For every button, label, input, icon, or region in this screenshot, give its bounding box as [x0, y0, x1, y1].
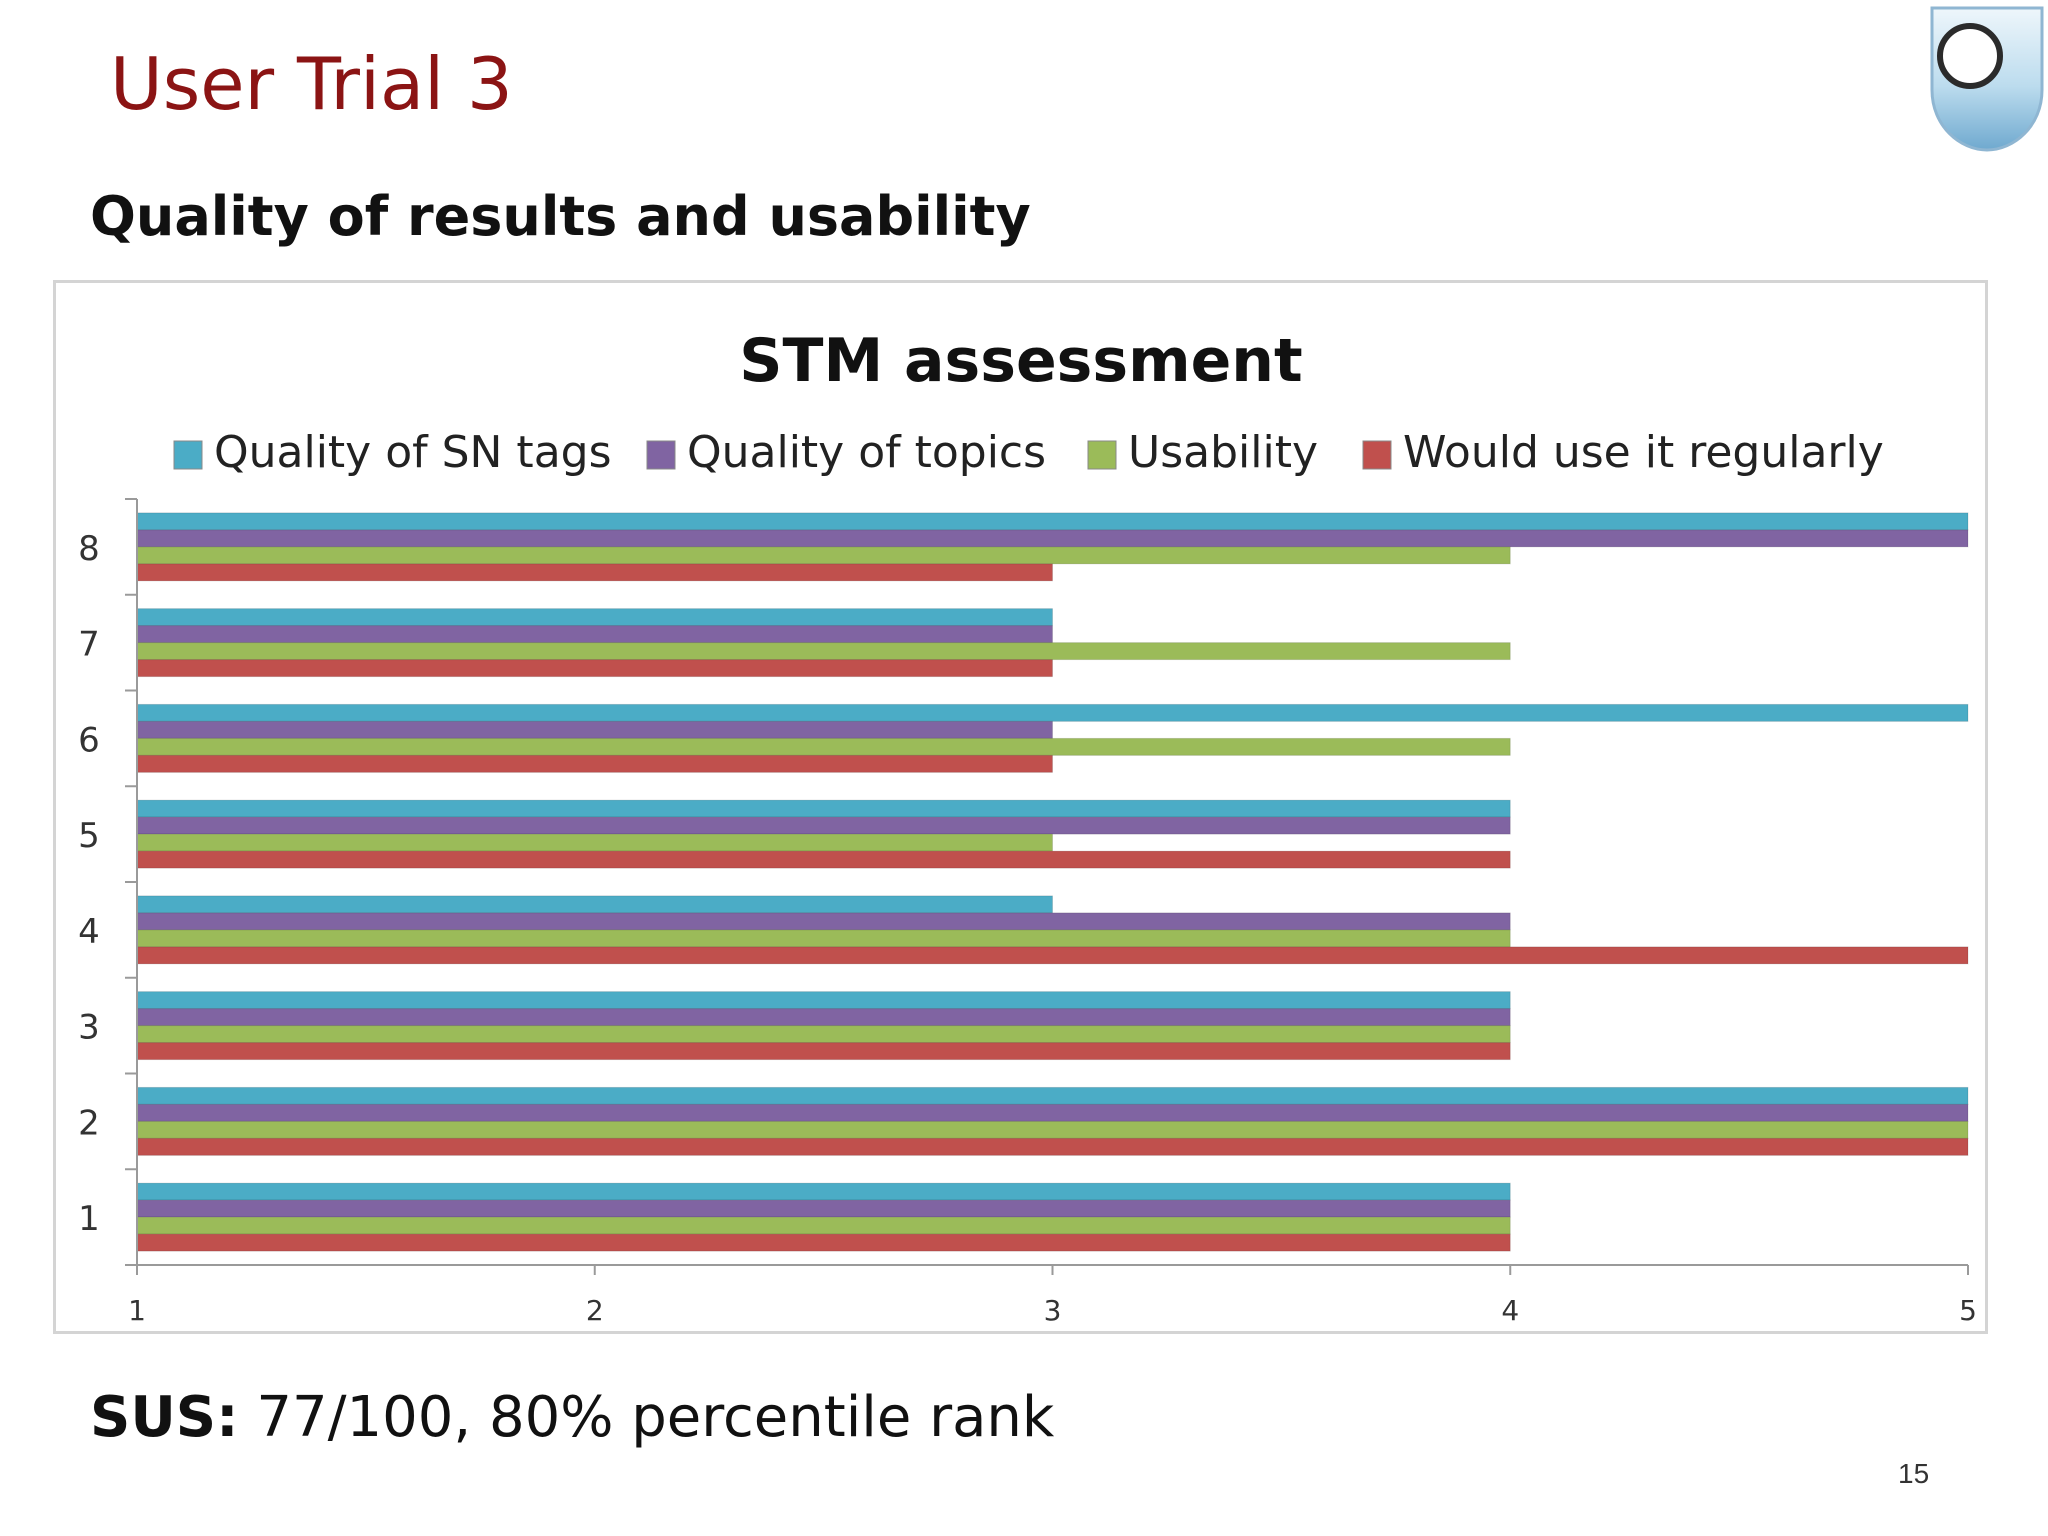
legend-swatch-1: [173, 440, 203, 470]
y-tick-label-7: 7: [78, 625, 100, 665]
bar-2-series-4: [136, 1137, 1969, 1156]
bar-6-series-1: [136, 703, 1969, 722]
bar-3-series-2: [136, 1008, 1511, 1027]
bar-5-series-2: [136, 816, 1511, 835]
bar-2-series-1: [136, 1086, 1969, 1105]
logo-shield-icon: [1930, 6, 2044, 152]
bar-6-series-3: [136, 737, 1511, 756]
x-tick-label-5: 5: [1959, 1294, 1977, 1327]
legend-swatch-2: [646, 440, 676, 470]
x-tick-label-3: 3: [1044, 1294, 1062, 1327]
legend-label-2: Quality of topics: [687, 427, 1046, 478]
slide-subtitle: Quality of results and usability: [90, 185, 1031, 248]
x-tick-label-2: 2: [586, 1294, 604, 1327]
bar-7-series-3: [136, 642, 1511, 661]
bar-7-series-2: [136, 625, 1053, 644]
y-tick-label-8: 8: [78, 529, 100, 569]
sus-score: SUS: 77/100, 80% percentile rank: [90, 1385, 1054, 1450]
bar-3-series-4: [136, 1042, 1511, 1061]
y-tick-label-4: 4: [78, 912, 100, 952]
bar-3-series-3: [136, 1025, 1511, 1044]
bar-4-series-1: [136, 895, 1053, 914]
bar-2-series-2: [136, 1103, 1969, 1122]
bar-5-series-3: [136, 833, 1053, 852]
bar-8-series-1: [136, 512, 1969, 531]
x-tick-label-4: 4: [1501, 1294, 1519, 1327]
bar-6-series-4: [136, 754, 1053, 773]
bar-2-series-3: [136, 1120, 1969, 1139]
bar-7-series-1: [136, 608, 1053, 627]
bar-1-series-3: [136, 1216, 1511, 1235]
bar-4-series-4: [136, 946, 1969, 965]
bar-4-series-3: [136, 929, 1511, 948]
bar-8-series-3: [136, 546, 1511, 565]
legend-swatch-4: [1362, 440, 1392, 470]
sus-label: SUS:: [90, 1385, 239, 1450]
bar-1-series-4: [136, 1233, 1511, 1252]
bar-7-series-4: [136, 659, 1053, 678]
bar-3-series-1: [136, 991, 1511, 1010]
y-tick-label-1: 1: [78, 1199, 100, 1239]
y-tick-label-5: 5: [78, 816, 100, 856]
legend-swatch-3: [1087, 440, 1117, 470]
legend-label-3: Usability: [1128, 427, 1318, 478]
chart-frame: STM assessment Quality of SN tags Quality …: [53, 280, 1988, 1334]
bar-8-series-2: [136, 529, 1969, 548]
bar-4-series-2: [136, 912, 1511, 931]
bar-5-series-4: [136, 850, 1511, 869]
chart-title: STM assessment: [739, 326, 1302, 396]
bar-5-series-1: [136, 799, 1511, 818]
sus-value: 77/100, 80% percentile rank: [238, 1385, 1055, 1450]
slide-title: User Trial 3: [110, 42, 513, 126]
x-tick-label-1: 1: [128, 1294, 146, 1327]
legend-label-1: Quality of SN tags: [214, 427, 612, 478]
bar-8-series-4: [136, 563, 1053, 582]
legend-label-4: Would use it regularly: [1403, 427, 1884, 478]
bar-6-series-2: [136, 720, 1053, 739]
y-tick-label-2: 2: [78, 1103, 100, 1143]
stm-assessment-chart: STM assessment Quality of SN tags Quality …: [78, 326, 1977, 1327]
page-number: 15: [1898, 1458, 1930, 1489]
bar-1-series-1: [136, 1182, 1511, 1201]
y-tick-label-3: 3: [78, 1008, 100, 1048]
bar-1-series-2: [136, 1199, 1511, 1218]
y-tick-label-6: 6: [78, 720, 100, 760]
